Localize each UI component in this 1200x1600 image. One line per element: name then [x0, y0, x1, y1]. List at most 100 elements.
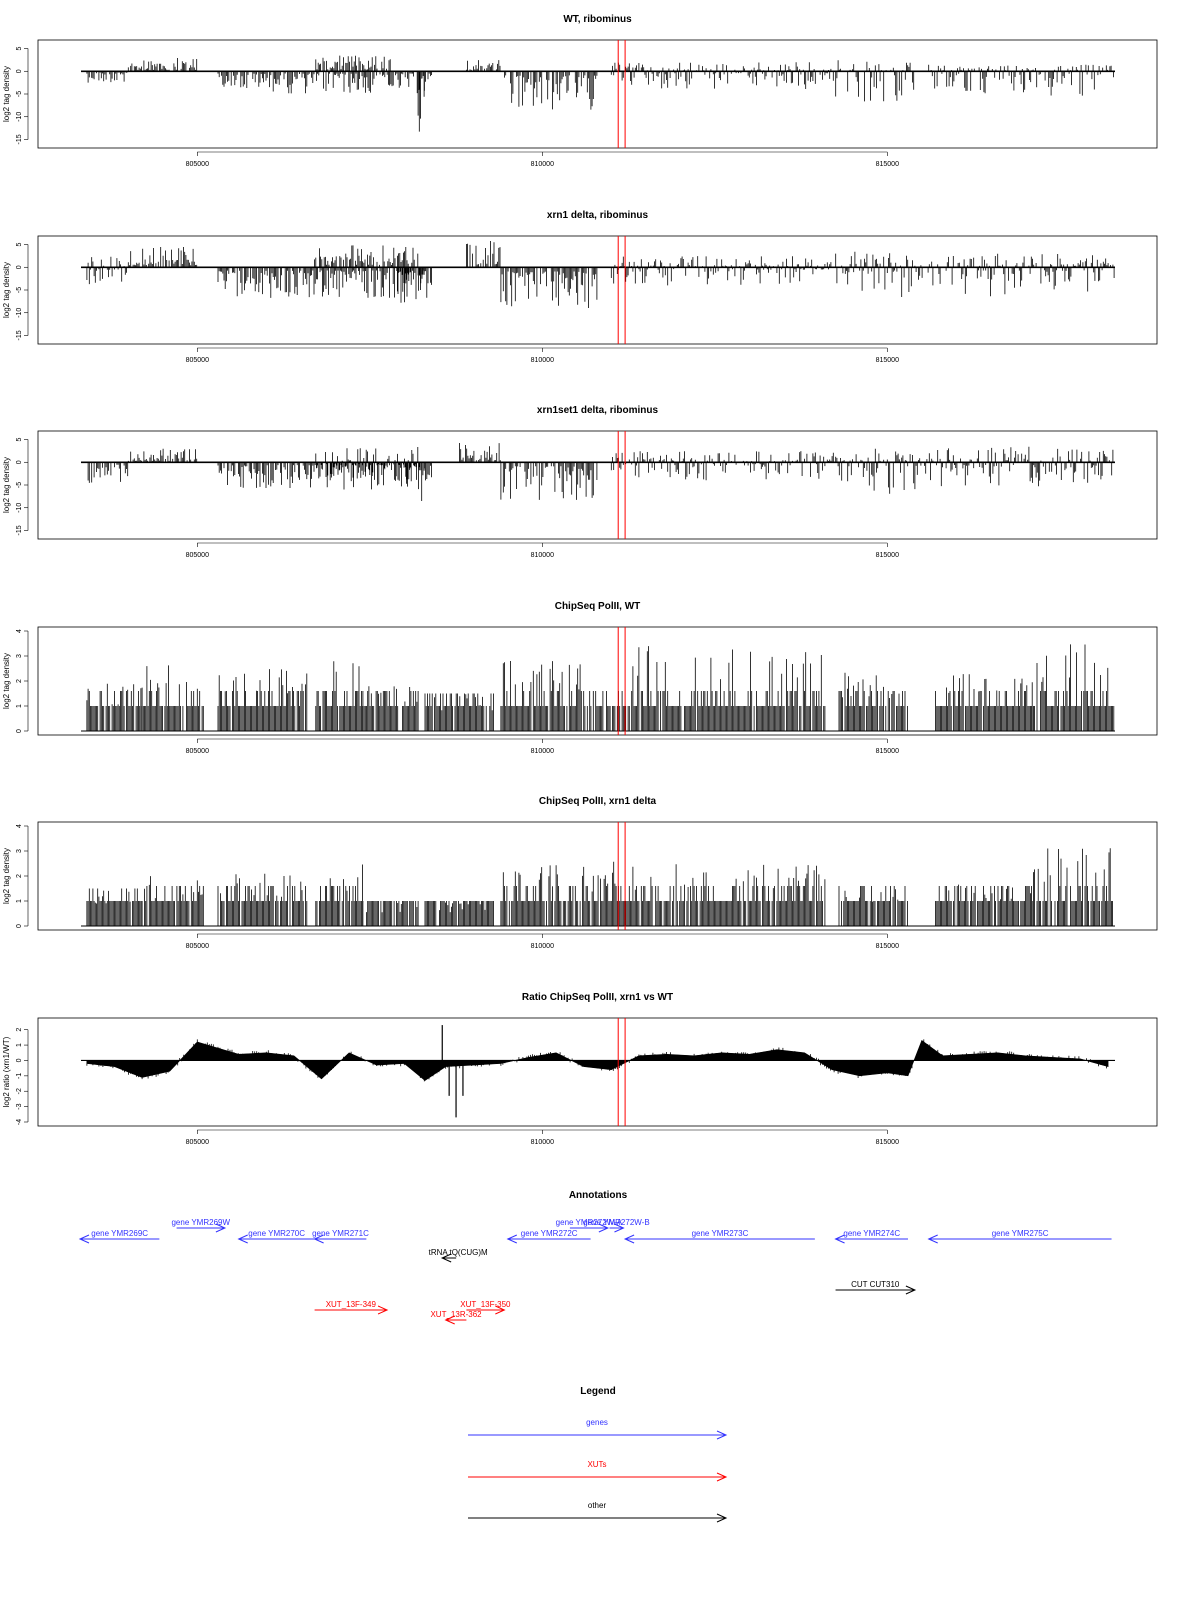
- bar-mark: [86, 256, 127, 285]
- bar-segment-4: [315, 864, 363, 926]
- bar-mark: [141, 665, 204, 731]
- bar-segment-6: [466, 60, 501, 72]
- x-tick-label: 810000: [531, 943, 554, 950]
- bar-mark: [217, 669, 308, 731]
- bar-segment-2: [127, 58, 198, 72]
- legend-entry-genes: genes: [468, 1418, 728, 1440]
- bar-segment-4: [315, 55, 391, 72]
- plot-frame: [37, 39, 1158, 149]
- bar-mark: [397, 267, 411, 303]
- x-tick-label: 810000: [531, 1139, 554, 1146]
- x-tick-label: 805000: [186, 357, 209, 364]
- x-tick-label: 815000: [876, 943, 899, 950]
- x-tick-label: 805000: [186, 552, 209, 559]
- y-tick-label: 0: [16, 924, 23, 928]
- y-tick-label: 2: [16, 1028, 23, 1032]
- bar-mark: [217, 462, 432, 490]
- y-tick-label: 5: [16, 242, 23, 246]
- y-tick-label: -15: [16, 525, 23, 535]
- y-tick-label: -10: [16, 503, 23, 513]
- bar-mark: [610, 256, 832, 286]
- bar-segment-11: [1031, 644, 1115, 731]
- y-tick-label: 0: [16, 69, 23, 73]
- y-tick-label: -2: [16, 1088, 23, 1094]
- chart-title: ChipSeq PolII, xrn1 delta: [539, 796, 657, 807]
- y-tick-label: -10: [16, 308, 23, 318]
- y-tick-label: 4: [16, 824, 23, 828]
- legend-panel: Legend genes XUTs other: [468, 1386, 728, 1523]
- legend-label: XUTs: [587, 1460, 606, 1469]
- chart-panel-4: ChipSeq PolII, WT 0 1 2 3 4 log2 tag density 80…: [2, 601, 1158, 755]
- bar-mark: [362, 686, 419, 731]
- y-tick-label: -15: [16, 134, 23, 144]
- plot-frame: [37, 430, 1158, 540]
- bar-segment-3: [217, 669, 308, 731]
- bar-mark: [831, 448, 915, 494]
- annotations-panel: Annotations gene YMR269C gene YMR269W gene …: [78, 1190, 1112, 1325]
- bar-segment-10: [935, 884, 1032, 926]
- bar-segment-6: [424, 901, 494, 926]
- chart-panel-1: WT, ribominus 5 0 -5 -10 -15 log2 tag density 8…: [2, 14, 1158, 168]
- annotation-15: XUT_13F-350: [460, 1300, 511, 1315]
- bar-mark: [315, 55, 391, 72]
- x-tick-label: 815000: [876, 1139, 899, 1146]
- y-tick-label: 3: [16, 654, 23, 658]
- annotation-label: XUT_13F-350: [460, 1300, 511, 1309]
- bar-segment-10: [835, 251, 913, 297]
- bar-segment-10: [935, 674, 1032, 731]
- y-tick-label: -3: [16, 1103, 23, 1109]
- arrow-head: [444, 1315, 455, 1325]
- bar-segment-1: [87, 462, 129, 483]
- y-tick-label: 5: [16, 46, 23, 50]
- bar-mark: [610, 861, 826, 926]
- bar-mark: [838, 672, 908, 731]
- bar-segment-4: [314, 245, 419, 268]
- bar-mark: [466, 241, 501, 268]
- annotation-label: gene YMR275C: [992, 1229, 1049, 1238]
- annotation-8: gene YMR272W-B: [583, 1218, 650, 1233]
- x-tick-label: 810000: [531, 748, 554, 755]
- bar-mark: [1031, 848, 1113, 926]
- chart-panel-6: Ratio ChipSeq PolII, xrn1 vs WT 2 1 0 -1 -2 -3…: [2, 992, 1158, 1146]
- x-tick-label: 805000: [186, 943, 209, 950]
- bar-segment-4: [315, 661, 363, 731]
- bar-mark: [1031, 644, 1115, 731]
- legend-title: Legend: [580, 1386, 616, 1397]
- x-tick-label: 810000: [531, 552, 554, 559]
- bar-segment-4: [315, 447, 419, 481]
- bar-segment-2: [127, 247, 198, 268]
- annotation-label: gene YMR271C: [312, 1229, 369, 1238]
- arrow-head: [506, 1234, 518, 1244]
- bar-segment-5: [397, 267, 411, 303]
- x-tick-label: 815000: [876, 748, 899, 755]
- y-axis-label: log2 tag density: [2, 262, 11, 318]
- bar-segment-9: [832, 60, 915, 102]
- bar-mark: [928, 64, 1114, 96]
- annotation-label: XUT_13R-362: [430, 1310, 482, 1319]
- bar-segment-3: [217, 873, 308, 926]
- annotation-1: gene YMR269C: [78, 1229, 160, 1244]
- annotation-label: XUT_13F-349: [326, 1300, 377, 1309]
- annotation-10: gene YMR274C: [834, 1229, 908, 1244]
- y-tick-label: 1: [16, 1043, 23, 1047]
- y-axis-label: log2 tag density: [2, 457, 11, 513]
- annotation-label: gene YMR269W: [171, 1218, 230, 1227]
- bar-mark: [127, 247, 198, 268]
- bar-segment-2: [127, 448, 198, 463]
- bar-mark: [86, 683, 143, 731]
- bar-mark: [315, 447, 419, 481]
- chart-title: WT, ribominus: [563, 14, 632, 25]
- y-tick-label: -5: [16, 482, 23, 488]
- plot-frame: [37, 821, 1158, 931]
- legend-label: other: [588, 1501, 607, 1510]
- y-tick-label: 2: [16, 874, 23, 878]
- annotation-11: gene YMR275C: [927, 1229, 1112, 1244]
- bar-segment-1: [86, 683, 143, 731]
- bar-segment-11: [914, 253, 1115, 297]
- annotation-9: gene YMR273C: [623, 1229, 815, 1244]
- annotation-3: gene YMR270C: [237, 1229, 315, 1244]
- annotation-label: gene YMR269C: [91, 1229, 148, 1238]
- arrow-head: [905, 1285, 917, 1295]
- annotation-label: CUT CUT310: [851, 1280, 900, 1289]
- bar-segment-9: [838, 886, 908, 926]
